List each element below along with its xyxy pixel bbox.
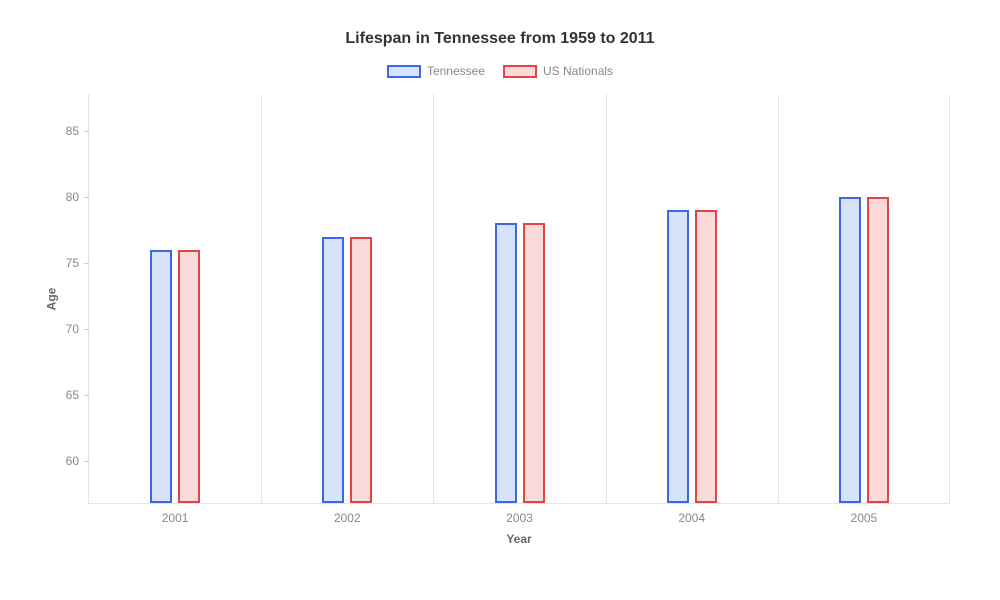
plot-area: 60657075808520012002200320042005 [88,94,950,504]
legend-item-tennessee[interactable]: Tennessee [387,64,485,78]
gridline-v [261,94,262,503]
x-tick-label: 2001 [162,511,189,525]
bar-tennessee-2002[interactable] [322,237,344,504]
bar-us-nationals-2002[interactable] [350,237,372,504]
lifespan-chart: Lifespan in Tennessee from 1959 to 2011 … [0,0,1000,600]
y-axis-label: Age [44,288,58,311]
bar-tennessee-2005[interactable] [839,197,861,503]
legend-item-us-nationals[interactable]: US Nationals [503,64,613,78]
legend-swatch-tennessee [387,65,421,78]
plot: Age 60657075808520012002200320042005 Yea… [88,94,950,504]
x-tick-label: 2003 [506,511,533,525]
y-tick-label: 70 [66,322,79,336]
y-tick-label: 60 [66,454,79,468]
bar-us-nationals-2004[interactable] [695,210,717,503]
x-tick-label: 2002 [334,511,361,525]
gridline-v [778,94,779,503]
x-axis-label: Year [506,532,531,546]
chart-legend: Tennessee US Nationals [30,64,970,78]
x-tick-label: 2005 [851,511,878,525]
legend-swatch-us-nationals [503,65,537,78]
y-tick-label: 85 [66,124,79,138]
y-tick-label: 80 [66,190,79,204]
x-tick-label: 2004 [678,511,705,525]
legend-label-us-nationals: US Nationals [543,64,613,78]
bar-tennessee-2003[interactable] [495,223,517,503]
legend-label-tennessee: Tennessee [427,64,485,78]
y-tick-label: 65 [66,388,79,402]
y-tick-label: 75 [66,256,79,270]
bar-tennessee-2004[interactable] [667,210,689,503]
bar-us-nationals-2001[interactable] [178,250,200,503]
bar-us-nationals-2005[interactable] [867,197,889,503]
bar-tennessee-2001[interactable] [150,250,172,503]
chart-title: Lifespan in Tennessee from 1959 to 2011 [30,30,970,48]
bar-us-nationals-2003[interactable] [523,223,545,503]
gridline-v [606,94,607,503]
gridline-v [433,94,434,503]
